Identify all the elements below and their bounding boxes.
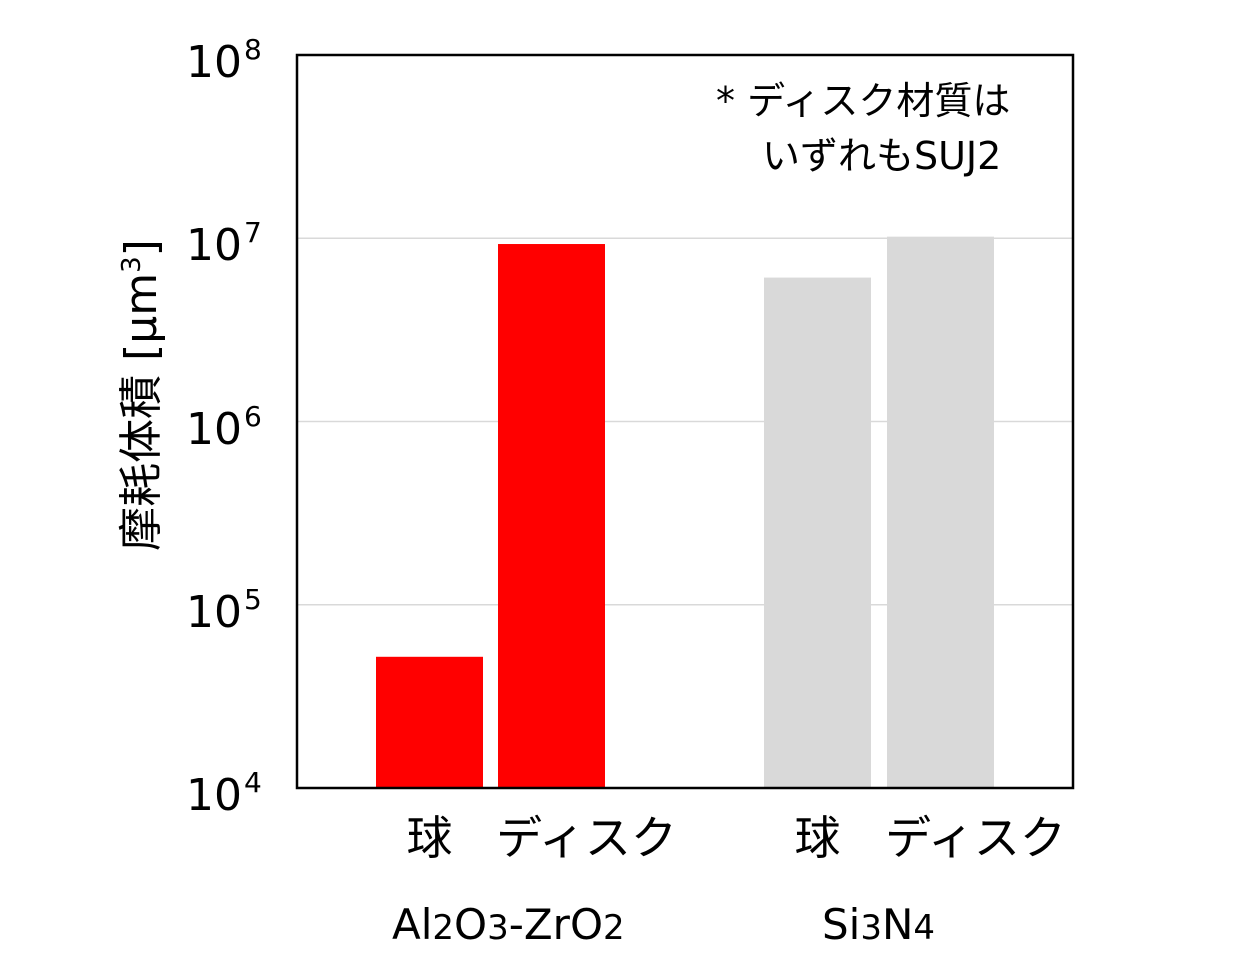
x-category-label: ディスク bbox=[885, 811, 1066, 865]
bar-al2o3-zro2-ball bbox=[376, 656, 483, 788]
y-tick-label-1e5: 105 bbox=[186, 582, 262, 638]
bar-si3n4-ball bbox=[764, 277, 871, 788]
bars bbox=[376, 236, 994, 788]
x-category-label: 球 bbox=[794, 811, 841, 865]
plot-frame bbox=[295, 53, 1075, 790]
y-tick-label-1e6: 106 bbox=[186, 399, 262, 455]
bar-si3n4-disk bbox=[887, 236, 994, 788]
bar-al2o3-zro2-disk bbox=[498, 244, 605, 788]
y-tick-label-1e7: 107 bbox=[186, 216, 262, 272]
x-category-label: 球 bbox=[406, 811, 453, 865]
annotation-line-1: * ディスク材質は bbox=[716, 79, 1011, 123]
group-label-si3n4: Si3N4 bbox=[822, 900, 936, 949]
annotation-note: * ディスク材質は いずれもSUJ2 bbox=[716, 74, 1010, 184]
y-tick-label-1e8: 108 bbox=[186, 33, 262, 88]
annotation-line-2: いずれもSUJ2 bbox=[762, 134, 1002, 179]
y-tick-label-1e4: 104 bbox=[186, 766, 262, 821]
group-label-al2o3-zro2: Al2O3-ZrO2 bbox=[392, 900, 625, 949]
y-axis-label: 摩耗体積 [μm3] bbox=[116, 239, 167, 551]
x-category-label: ディスク bbox=[496, 811, 677, 865]
